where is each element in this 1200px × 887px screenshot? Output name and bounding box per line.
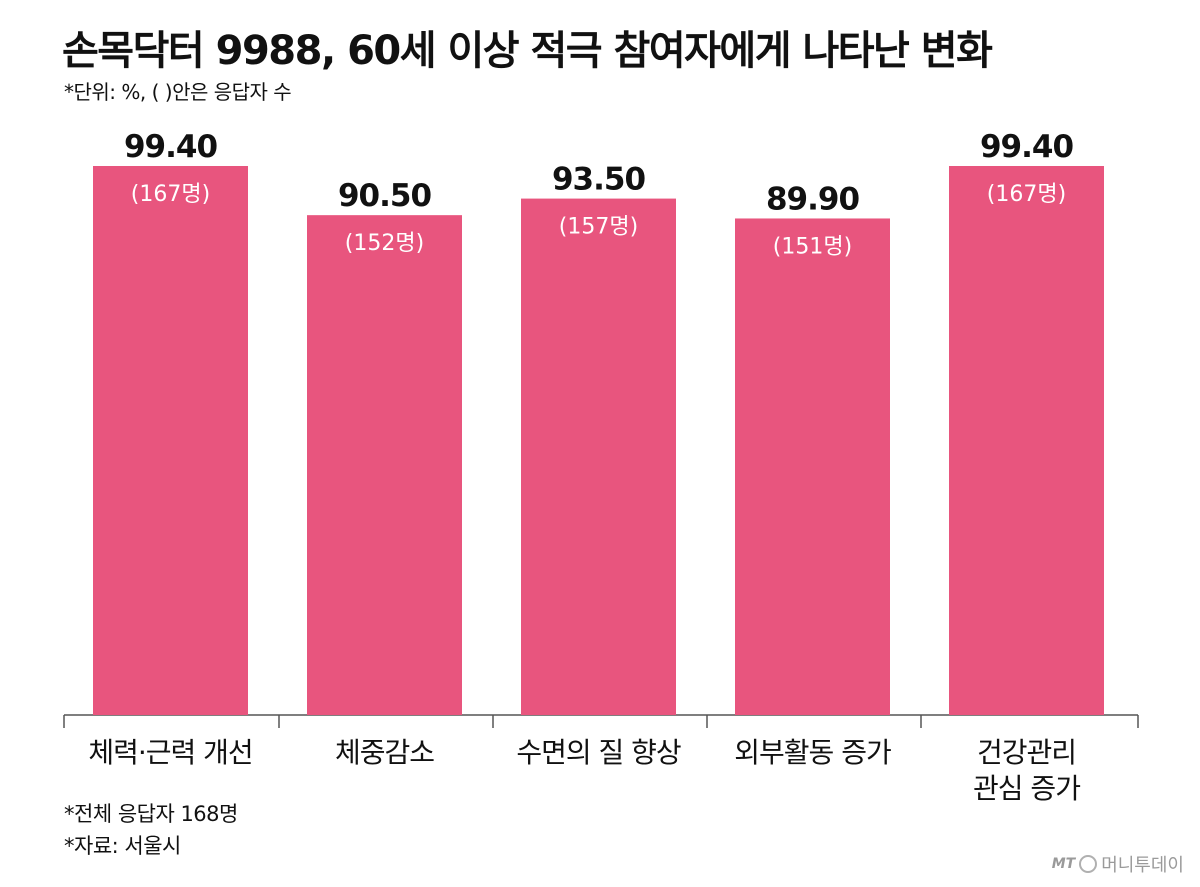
- chart-title: 손목닥터 9988, 60세 이상 적극 참여자에게 나타난 변화: [62, 28, 993, 74]
- bar-value-label: 89.90: [766, 181, 859, 217]
- footnote-total: *전체 응답자 168명: [64, 802, 238, 826]
- bar-count-label: (167명): [987, 182, 1066, 207]
- bar-value-label: 90.50: [338, 178, 431, 214]
- publisher-credit: MT 머니투데이: [1052, 851, 1184, 877]
- bar-count-label: (151명): [773, 234, 852, 259]
- bar-count-label: (157명): [559, 215, 638, 240]
- bar: [307, 215, 462, 715]
- bar-value-label: 99.40: [124, 129, 217, 165]
- bar: [949, 166, 1104, 715]
- bar-count-label: (167명): [131, 182, 210, 207]
- publisher-logo-icon: [1079, 855, 1098, 873]
- bar-value-label: 99.40: [980, 129, 1073, 165]
- category-label-line: 체중감소: [335, 736, 434, 769]
- category-label: 외부활동 증가: [734, 736, 891, 769]
- publisher-mark: MT: [1051, 856, 1076, 872]
- category-label-line: 체력·근력 개선: [88, 736, 252, 769]
- category-label: 건강관리 관심 증가: [973, 736, 1080, 805]
- publisher-name: 머니투데이: [1101, 855, 1184, 876]
- bar: [735, 218, 890, 715]
- category-label-line: 관심 증가: [973, 772, 1080, 805]
- bar: [93, 166, 248, 715]
- chart-subtitle: *단위: %, ( )안은 응답자 수: [64, 80, 292, 104]
- category-label: 체중감소: [335, 736, 434, 769]
- bar: [521, 198, 676, 715]
- category-label: 체력·근력 개선: [88, 736, 252, 769]
- category-label-line: 수면의 질 향상: [516, 736, 681, 769]
- category-label-line: 외부활동 증가: [734, 736, 891, 769]
- category-label-line: 건강관리: [977, 736, 1076, 769]
- bar-value-label: 93.50: [552, 162, 645, 198]
- footnote-source: *자료: 서울시: [64, 834, 181, 858]
- category-label: 수면의 질 향상: [516, 736, 681, 769]
- bar-count-label: (152명): [345, 231, 424, 256]
- footnotes: *전체 응답자 168명 *자료: 서울시: [64, 798, 238, 862]
